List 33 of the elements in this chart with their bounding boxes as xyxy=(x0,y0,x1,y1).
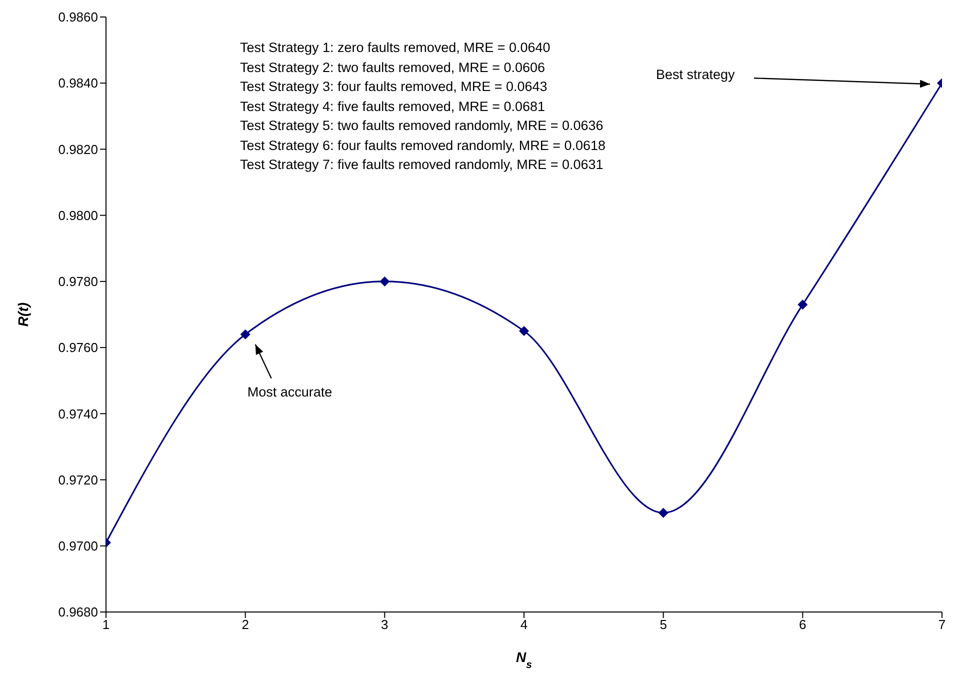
annotation: Most accurate xyxy=(247,384,332,400)
y-tick-label: 0.9860 xyxy=(58,10,98,25)
y-tick-label: 0.9760 xyxy=(58,340,98,356)
annotation: Test Strategy 3: four faults removed, MRE = 0.0643 xyxy=(240,78,548,96)
y-tick-label: 0.9820 xyxy=(58,142,98,157)
annotation: Test Strategy 4: five faults removed, MRE = 0.0681 xyxy=(240,98,546,116)
x-tick-label: 4 xyxy=(520,617,528,632)
x-tick-label: 7 xyxy=(938,617,946,632)
annotation: Test Strategy 6: four faults removed randomly, MRE = 0.0618 xyxy=(240,136,606,155)
point xyxy=(658,508,668,518)
y-axis-title: R(t) xyxy=(15,302,31,327)
x-tick-label: 5 xyxy=(660,617,667,632)
x-tick-label: 6 xyxy=(799,617,806,632)
y-tick-label: 0.9720 xyxy=(58,472,98,488)
y-tick-label: 0.9800 xyxy=(58,208,98,223)
annotation: Test Strategy 5: two faults removed randomly, MRE = 0.0636 xyxy=(240,117,604,135)
y-tick-label: 0.9700 xyxy=(58,538,98,554)
x-axis-title: N$_{s}$ xyxy=(516,649,532,671)
point xyxy=(798,300,808,310)
annotation: Test Strategy 7: five faults removed randomly, MRE = 0.0631 xyxy=(240,156,604,174)
point xyxy=(240,329,250,340)
annotation: Best strategy xyxy=(656,67,736,82)
x-tick-label: 1 xyxy=(102,617,110,632)
point xyxy=(380,276,390,286)
y-tick-label: 0.9780 xyxy=(58,274,98,290)
y-tick-label: 0.9680 xyxy=(58,604,98,620)
point xyxy=(519,326,529,336)
x-tick-label: 2 xyxy=(242,617,249,632)
y-tick-label: 0.9840 xyxy=(58,76,98,91)
y-tick-label: 0.9740 xyxy=(58,406,98,422)
annotation: Test Strategy 2: two faults removed, MRE = 0.0606 xyxy=(240,58,546,77)
annotation: Test Strategy 1: zero faults removed, MRE = 0.0640 xyxy=(240,39,552,57)
x-tick-label: 3 xyxy=(381,617,388,632)
